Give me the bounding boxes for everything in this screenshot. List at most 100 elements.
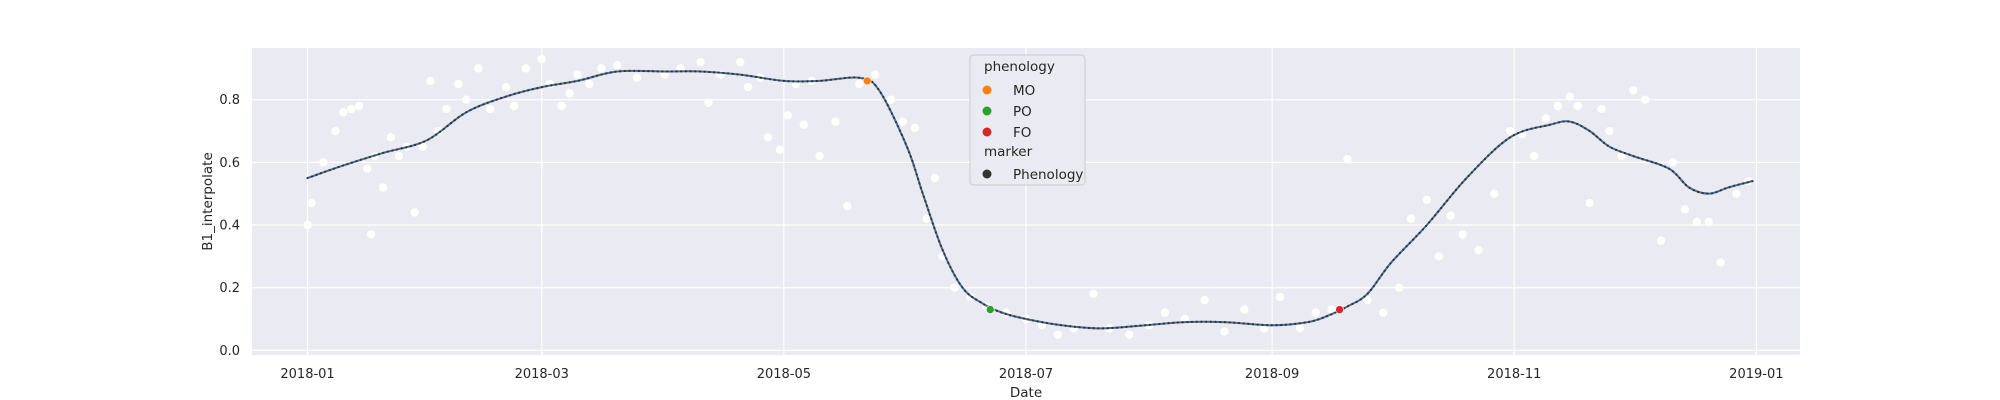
observation-point <box>886 95 896 104</box>
curve-dot <box>924 200 927 203</box>
observation-point <box>1200 295 1209 305</box>
curve-dot <box>333 167 336 170</box>
curve-dot <box>1584 127 1587 130</box>
curve-dot <box>1219 320 1222 324</box>
observation-point <box>1617 151 1626 161</box>
curve-dot <box>1746 181 1749 184</box>
curve-dot <box>453 119 456 122</box>
curve-dot <box>1454 188 1458 191</box>
observation-point <box>1506 126 1515 136</box>
observation-point <box>585 79 594 89</box>
curve-dot <box>1490 151 1493 154</box>
observation-point <box>1160 308 1170 317</box>
curve-dot <box>731 72 734 75</box>
curve-dot <box>1022 317 1026 320</box>
curve-dot <box>1251 323 1255 326</box>
curve-dot <box>722 71 725 75</box>
legend-phenology-label: Phenology <box>1013 167 1083 183</box>
observation-point <box>799 120 808 129</box>
curve-dot <box>647 70 650 73</box>
curve-dot <box>605 72 608 75</box>
observation-point <box>410 208 419 217</box>
curve-dot <box>1428 221 1431 224</box>
curve-dot <box>1592 132 1595 135</box>
x-tick-label: 2018-01 <box>280 367 334 382</box>
curve-dot <box>1443 203 1446 206</box>
curve-dot <box>1628 153 1631 156</box>
observation-point <box>704 98 713 108</box>
curve-dot <box>1619 150 1622 153</box>
x-tick-label: 2018-05 <box>757 367 811 382</box>
curve-dot <box>943 253 946 256</box>
curve-dot <box>1681 180 1684 183</box>
legend-mo-marker <box>982 85 992 95</box>
curve-dot <box>518 91 521 94</box>
curve-dot <box>341 164 345 167</box>
curve-dot <box>995 309 998 312</box>
curve-dot <box>1602 141 1606 144</box>
curve-dot <box>1321 316 1324 319</box>
curve-dot <box>596 74 599 77</box>
curve-dot <box>1706 192 1709 195</box>
curve-dot <box>839 77 842 80</box>
curve-dot <box>1632 155 1635 158</box>
curve-dot <box>911 159 914 163</box>
curve-dot <box>500 97 503 100</box>
curve-dot <box>1544 124 1547 127</box>
curve-dot <box>554 83 557 86</box>
curve-dot <box>1521 130 1524 133</box>
curve-dot <box>577 79 581 82</box>
observation-point <box>319 158 328 167</box>
curve-dot <box>1494 148 1497 151</box>
curve-dot <box>1701 191 1704 195</box>
curve-dot <box>1083 326 1086 329</box>
curve-dot <box>1412 238 1415 241</box>
curve-dot <box>1256 323 1259 326</box>
curve-dot <box>670 70 673 73</box>
curve-dot <box>600 73 603 76</box>
observation-point <box>763 133 773 142</box>
curve-dot <box>1032 319 1035 322</box>
observation-point <box>1379 308 1388 317</box>
curve-dot <box>573 80 576 83</box>
curve-dot <box>1294 322 1297 325</box>
curve-dot <box>395 148 399 151</box>
curve-dot <box>1386 265 1389 269</box>
curve-dot <box>1237 321 1241 325</box>
y-axis-ticks: 0.0 0.2 0.4 0.6 0.8 <box>219 93 240 359</box>
curve-dot <box>1751 180 1754 183</box>
curve-dot <box>1363 295 1366 298</box>
curve-dot <box>1167 322 1170 325</box>
curve-dot <box>637 69 641 72</box>
observation-point <box>378 183 388 192</box>
y-tick-label: 0.6 <box>219 156 240 171</box>
curve-dot <box>513 92 516 95</box>
curve-dot <box>633 69 636 72</box>
observation-point <box>1220 327 1229 336</box>
curve-dot <box>741 73 744 76</box>
curve-dot <box>446 124 449 128</box>
curve-dot <box>918 182 921 185</box>
curve-dot <box>642 69 645 73</box>
legend-fo-label: FO <box>1013 125 1031 141</box>
curve-dot <box>894 120 898 124</box>
observation-point <box>736 57 745 67</box>
curve-dot <box>820 79 823 82</box>
observation-point <box>910 123 920 133</box>
curve-dot <box>919 186 922 189</box>
observation-point <box>843 201 852 211</box>
observation-point <box>331 126 340 136</box>
curve-dot <box>1637 156 1640 159</box>
curve-dot <box>1366 292 1369 295</box>
phenology-point-fo <box>1335 305 1344 314</box>
observation-point <box>454 79 463 89</box>
curve-dot <box>431 136 434 139</box>
observation-point <box>775 145 785 155</box>
curve-dot <box>787 80 790 83</box>
observation-point <box>1716 258 1725 267</box>
curve-dot <box>703 70 706 73</box>
observation-point <box>1553 101 1563 111</box>
curve-dot <box>414 143 417 146</box>
curve-dot <box>1461 181 1464 184</box>
